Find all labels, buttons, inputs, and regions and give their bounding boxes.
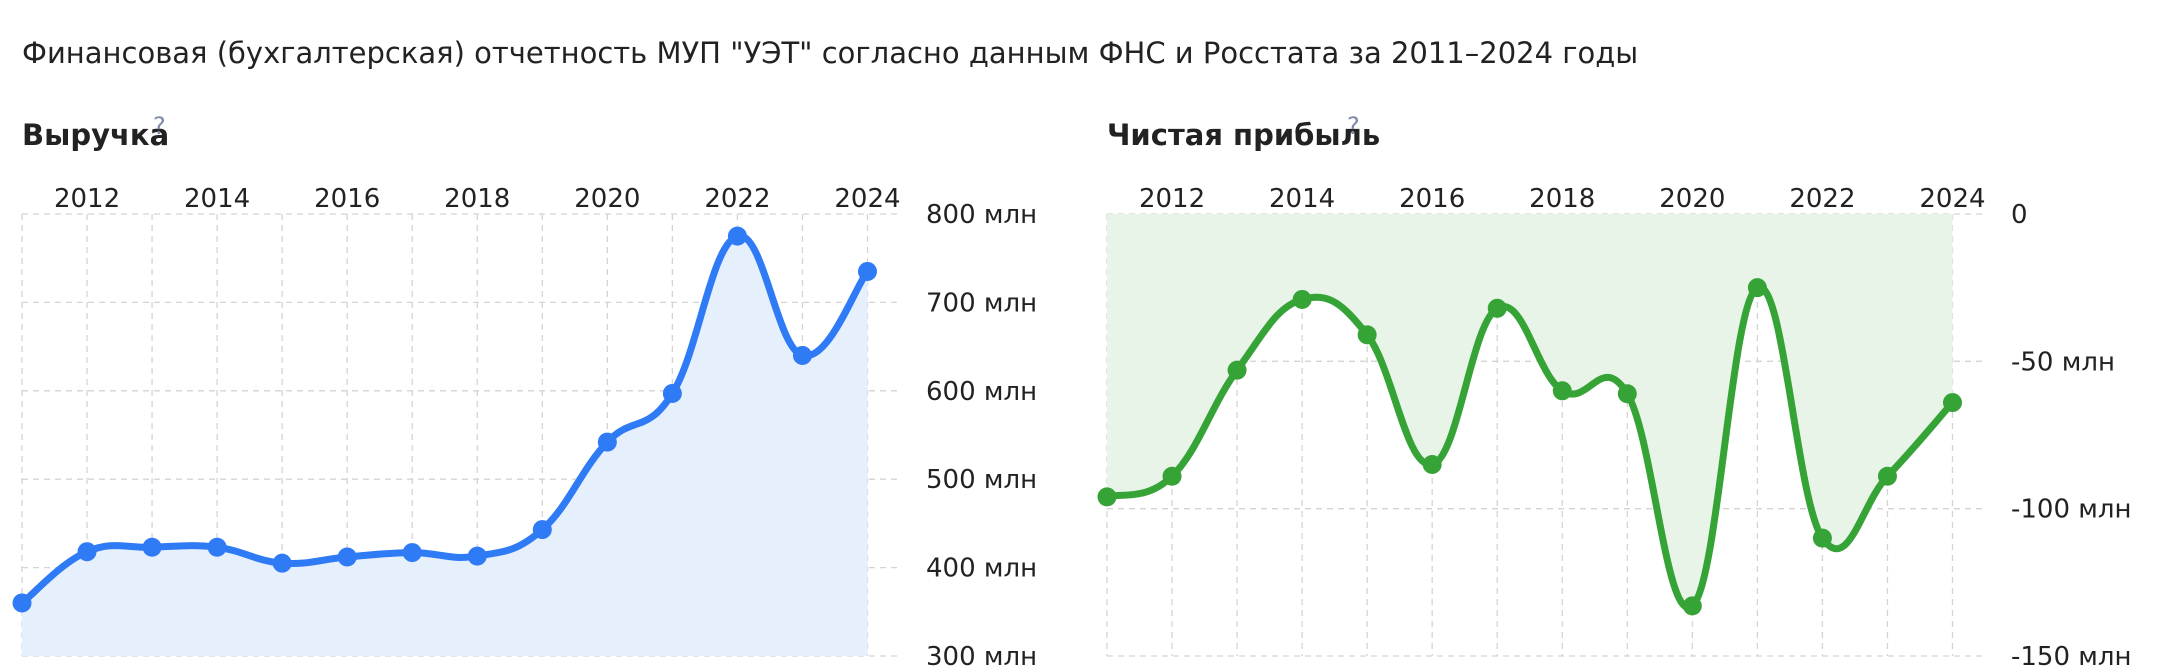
profit-y-tick-1: -50 млн: [2011, 347, 2115, 377]
profit-point-2013: [1227, 360, 1247, 380]
profit-area-fill: [1107, 214, 1953, 608]
profit-point-2015: [1357, 325, 1377, 345]
profit-point-2016: [1422, 454, 1442, 474]
profit-y-tick-labels: 0 -50 млн -100 млн -150 млн: [2011, 200, 2132, 672]
revenue-y-tick-1: 400 млн: [926, 554, 1037, 584]
profit-x-tick-2012: 2012: [1139, 184, 1205, 214]
profit-point-2017: [1487, 298, 1507, 318]
revenue-point-2016: [337, 547, 357, 567]
profit-x-tick-2024: 2024: [1919, 184, 1985, 214]
profit-point-2019: [1617, 384, 1637, 404]
profit-chart: 2012 2014 2016 2018 2020 2022 2024 0 -50 млн -100…: [1097, 184, 2132, 672]
page-title: Финансовая (бухгалтерская) отчетность МУ…: [22, 36, 1639, 70]
revenue-point-2012: [77, 542, 97, 562]
revenue-point-2015: [272, 553, 292, 573]
profit-point-2014: [1292, 289, 1312, 309]
revenue-chart-title: Выручка: [22, 118, 170, 152]
profit-x-tick-labels: 2012 2014 2016 2018 2020 2022 2024: [1139, 184, 1986, 214]
revenue-point-2013: [142, 537, 162, 557]
profit-series-line: [1103, 284, 1956, 612]
revenue-series-line: [18, 232, 871, 607]
revenue-x-tick-2012: 2012: [54, 184, 120, 214]
profit-point-2022: [1812, 528, 1832, 548]
profit-chart-title: Чистая прибыль: [1107, 118, 1381, 152]
revenue-area-fill: [22, 235, 868, 656]
profit-help-icon[interactable]: ?: [1347, 112, 1360, 140]
profit-data-points: [1097, 278, 1962, 616]
revenue-y-tick-0: 300 млн: [926, 642, 1037, 672]
revenue-y-tick-2: 500 млн: [926, 465, 1037, 495]
revenue-x-tick-2014: 2014: [184, 184, 250, 214]
revenue-x-tick-2016: 2016: [314, 184, 380, 214]
revenue-x-tick-2020: 2020: [574, 184, 640, 214]
profit-point-2018: [1552, 381, 1572, 401]
revenue-point-2022: [727, 226, 747, 246]
revenue-point-2024: [857, 261, 877, 281]
profit-point-2011: [1097, 487, 1117, 507]
revenue-x-tick-2018: 2018: [444, 184, 510, 214]
profit-point-2023: [1877, 466, 1897, 486]
profit-point-2020: [1682, 596, 1702, 616]
revenue-y-tick-5: 800 млн: [926, 200, 1037, 230]
profit-y-tick-2: -100 млн: [2011, 495, 2132, 525]
revenue-point-2023: [792, 345, 812, 365]
revenue-y-tick-3: 600 млн: [926, 377, 1037, 407]
profit-x-tick-2020: 2020: [1659, 184, 1725, 214]
revenue-point-2014: [207, 537, 227, 557]
revenue-point-2021: [662, 383, 682, 403]
profit-y-tick-3: -150 млн: [2011, 642, 2132, 672]
revenue-x-tick-2022: 2022: [704, 184, 770, 214]
profit-point-2021: [1747, 278, 1767, 298]
profit-x-tick-2014: 2014: [1269, 184, 1335, 214]
revenue-y-tick-labels: 300 млн 400 млн 500 млн 600 млн 700 млн 800 м…: [926, 200, 1037, 672]
profit-x-tick-2016: 2016: [1399, 184, 1465, 214]
profit-x-tick-2022: 2022: [1789, 184, 1855, 214]
revenue-point-2017: [402, 543, 422, 563]
revenue-point-2020: [597, 432, 617, 452]
revenue-data-points: [12, 226, 877, 613]
profit-point-2024: [1942, 393, 1962, 413]
profit-y-tick-0: 0: [2011, 200, 2028, 230]
revenue-help-icon[interactable]: ?: [153, 112, 166, 140]
revenue-x-tick-labels: 2012 2014 2016 2018 2020 2022 2024: [54, 184, 901, 214]
profit-point-2012: [1162, 466, 1182, 486]
revenue-chart: 2012 2014 2016 2018 2020 2022 2024 300 млн 400 м…: [12, 184, 1037, 672]
profit-x-tick-2018: 2018: [1529, 184, 1595, 214]
revenue-point-2011: [12, 593, 32, 613]
revenue-y-tick-4: 700 млн: [926, 288, 1037, 318]
revenue-x-tick-2024: 2024: [834, 184, 900, 214]
revenue-point-2019: [532, 520, 552, 540]
revenue-point-2018: [467, 546, 487, 566]
